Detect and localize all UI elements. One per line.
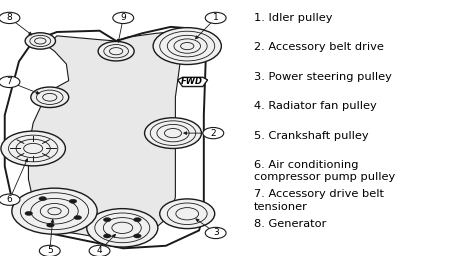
Text: 1: 1 [213, 13, 219, 23]
Circle shape [0, 76, 20, 88]
Circle shape [145, 118, 201, 148]
Text: 7. Accessory drive belt
tensioner: 7. Accessory drive belt tensioner [254, 189, 383, 212]
Circle shape [103, 218, 111, 222]
Circle shape [98, 41, 134, 61]
Text: 3: 3 [213, 228, 219, 238]
Text: 4. Radiator fan pulley: 4. Radiator fan pulley [254, 101, 376, 111]
Circle shape [74, 216, 82, 220]
Circle shape [134, 234, 141, 238]
Circle shape [31, 87, 69, 108]
Text: 5. Crankshaft pulley: 5. Crankshaft pulley [254, 131, 368, 141]
Text: 9: 9 [120, 13, 126, 23]
Circle shape [89, 245, 110, 256]
Text: 8: 8 [7, 13, 12, 23]
Circle shape [203, 127, 224, 139]
Text: 8. Generator: 8. Generator [254, 219, 326, 229]
Text: 6: 6 [7, 195, 12, 204]
Circle shape [12, 188, 97, 234]
Circle shape [46, 223, 54, 227]
Circle shape [153, 28, 221, 65]
Circle shape [103, 234, 111, 238]
Circle shape [205, 12, 226, 24]
Circle shape [134, 218, 141, 222]
Text: 5: 5 [47, 246, 53, 255]
Polygon shape [178, 77, 208, 87]
Circle shape [39, 197, 46, 201]
Circle shape [1, 131, 65, 166]
Circle shape [160, 199, 215, 229]
Circle shape [39, 245, 60, 256]
Circle shape [0, 194, 20, 205]
Text: 4: 4 [97, 246, 102, 255]
Circle shape [69, 199, 77, 203]
Circle shape [25, 33, 55, 49]
Circle shape [87, 209, 158, 247]
Text: 7: 7 [7, 77, 12, 87]
Text: 2. Accessory belt drive: 2. Accessory belt drive [254, 42, 383, 52]
Text: 1. Idler pulley: 1. Idler pulley [254, 13, 332, 23]
Circle shape [0, 12, 20, 24]
Text: 3. Power steering pulley: 3. Power steering pulley [254, 72, 392, 82]
Polygon shape [28, 32, 187, 242]
Circle shape [113, 12, 134, 24]
Text: FWD: FWD [181, 77, 203, 86]
Circle shape [205, 227, 226, 239]
Text: 2: 2 [210, 129, 216, 138]
Circle shape [25, 211, 33, 216]
Text: 6. Air conditioning
compressor pump pulley: 6. Air conditioning compressor pump pull… [254, 160, 395, 183]
